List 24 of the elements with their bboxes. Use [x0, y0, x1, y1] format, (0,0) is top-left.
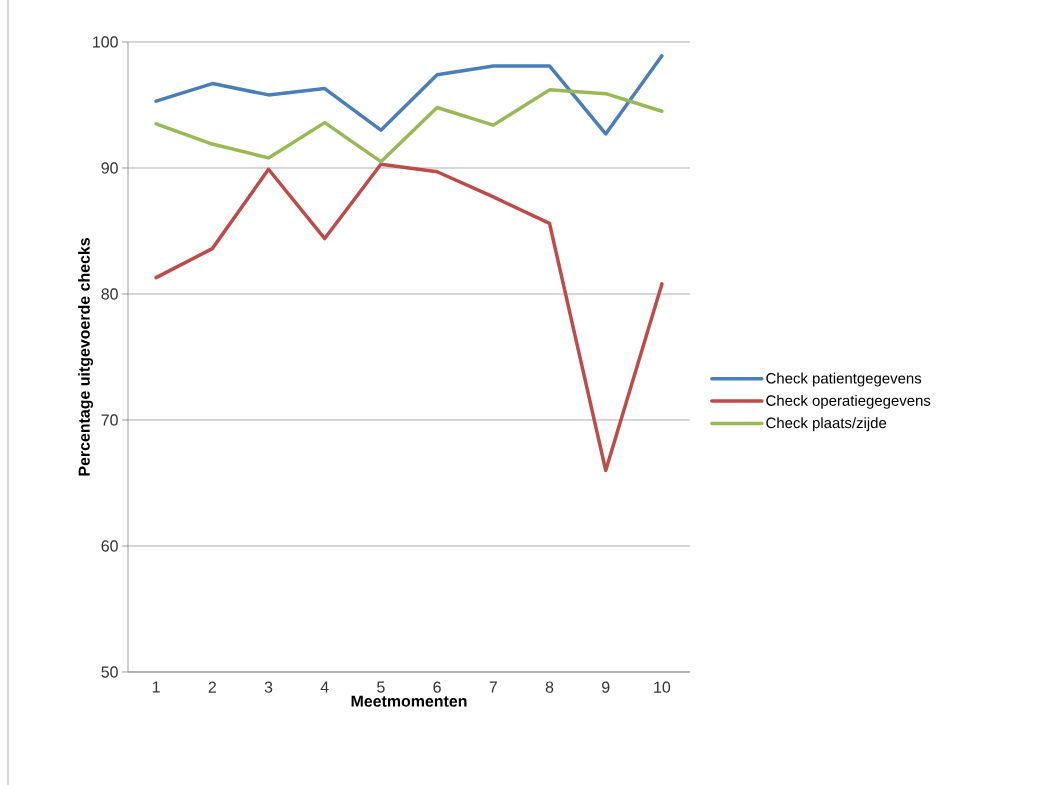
- x-axis-title: Meetmomenten: [351, 695, 467, 707]
- x-tick-label: 3: [264, 681, 273, 693]
- y-tick-label: 50: [101, 666, 118, 678]
- line-series: [154, 54, 664, 136]
- x-tick-label: 5: [377, 681, 385, 693]
- x-tick-label: 2: [208, 681, 216, 693]
- line-series: [154, 162, 664, 473]
- x-tick-label: 1: [152, 681, 160, 693]
- y-tick-label: 100: [93, 36, 118, 48]
- legend-label: Check patientgegevens: [766, 372, 922, 387]
- x-tick-label: 6: [433, 681, 441, 693]
- y-tick-label: 80: [101, 288, 118, 300]
- y-tick-label: 60: [101, 540, 118, 552]
- legend-label: Check operatiegegevens: [766, 394, 931, 409]
- line-series: [154, 88, 664, 164]
- x-tick-label: 10: [654, 681, 671, 693]
- x-tick-label: 4: [320, 681, 329, 693]
- y-tick-label: 90: [101, 162, 118, 174]
- x-tick-label: 9: [602, 681, 610, 693]
- x-tick-label: 8: [545, 681, 554, 693]
- y-tick-label: 70: [101, 414, 118, 426]
- x-tick-label: 7: [489, 681, 497, 693]
- legend-label: Check plaats/zijde: [766, 417, 887, 432]
- y-axis-title: Percentage uitgevoerde checks: [78, 238, 94, 476]
